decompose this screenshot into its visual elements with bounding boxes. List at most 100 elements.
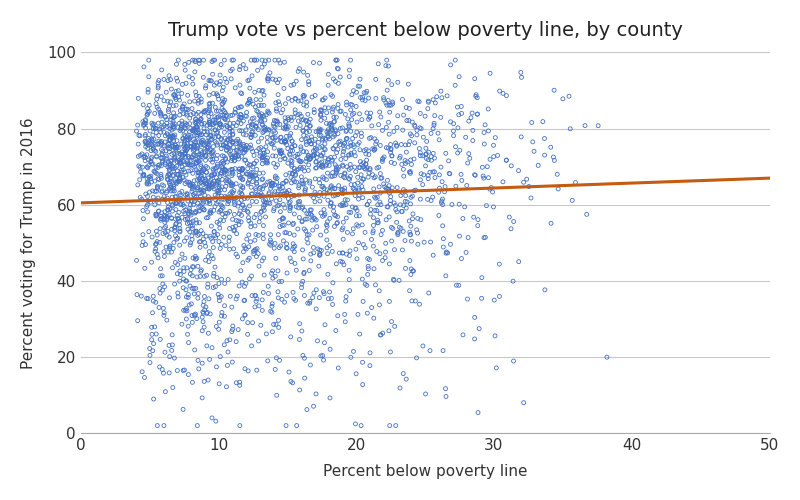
Point (270, 354, 283, 362)
Point (282, 94, 295, 102)
Point (169, 223, 182, 231)
Point (216, 100, 229, 108)
Point (433, 171, 446, 179)
Point (228, 196, 241, 204)
Point (196, 200, 209, 208)
Point (146, 146, 159, 154)
Point (226, 172, 238, 179)
Point (193, 238, 206, 246)
Point (176, 102, 189, 110)
Point (188, 311, 201, 319)
Point (246, 198, 258, 205)
Point (156, 158, 169, 166)
Point (339, 200, 352, 208)
Point (143, 136, 156, 144)
Point (350, 128, 363, 136)
Point (176, 120, 189, 128)
Point (381, 101, 394, 109)
Point (228, 157, 241, 165)
Point (288, 142, 301, 150)
Point (221, 195, 234, 203)
Point (238, 311, 251, 319)
Point (223, 233, 236, 241)
Point (198, 166, 210, 174)
Point (190, 152, 202, 160)
Point (173, 156, 186, 164)
Point (361, 309, 374, 317)
Point (306, 93, 318, 101)
Point (280, 118, 293, 126)
Point (484, 70, 497, 78)
Point (158, 224, 171, 232)
Point (194, 272, 206, 280)
Point (261, 148, 274, 156)
Point (493, 292, 506, 300)
Point (357, 175, 370, 183)
Point (222, 196, 235, 204)
Point (221, 136, 234, 144)
Point (180, 80, 193, 88)
Point (235, 166, 248, 174)
Point (269, 174, 282, 182)
Point (320, 220, 333, 228)
Point (270, 254, 282, 262)
Point (246, 128, 258, 136)
Point (288, 167, 301, 175)
Point (395, 188, 408, 196)
Point (246, 100, 259, 108)
Point (169, 164, 182, 172)
Point (191, 199, 204, 207)
Point (223, 246, 236, 254)
Point (366, 229, 379, 237)
Point (455, 110, 468, 118)
Point (294, 386, 306, 394)
Point (147, 144, 160, 152)
Point (207, 206, 220, 214)
Point (292, 204, 305, 212)
Point (151, 92, 164, 100)
Point (137, 215, 150, 223)
Point (220, 146, 233, 154)
Point (197, 318, 210, 326)
Point (200, 131, 213, 139)
Point (213, 120, 226, 128)
Point (256, 154, 269, 162)
Point (295, 116, 308, 124)
Point (228, 200, 241, 208)
Point (362, 270, 374, 278)
Point (298, 225, 310, 233)
Point (194, 131, 206, 139)
Point (310, 164, 323, 172)
Point (313, 160, 326, 168)
Point (278, 155, 291, 163)
Point (155, 92, 168, 100)
Point (250, 210, 262, 218)
Point (174, 194, 187, 202)
Point (281, 269, 294, 277)
Point (259, 196, 272, 203)
Point (245, 56, 258, 64)
Point (182, 178, 195, 186)
Point (163, 205, 176, 213)
Point (269, 240, 282, 248)
Point (151, 422, 164, 430)
Point (304, 361, 317, 369)
Point (259, 126, 272, 134)
Point (174, 227, 186, 235)
Point (246, 163, 259, 171)
Point (234, 120, 247, 128)
Point (206, 70, 219, 78)
Point (167, 102, 180, 110)
Point (170, 206, 182, 214)
Point (326, 124, 338, 132)
Point (272, 98, 285, 106)
Point (209, 116, 222, 124)
Point (266, 179, 278, 187)
Point (267, 138, 280, 146)
Point (254, 144, 267, 152)
Point (184, 161, 197, 169)
Point (159, 228, 172, 236)
Point (288, 192, 301, 200)
Point (328, 118, 341, 126)
Point (339, 154, 352, 162)
